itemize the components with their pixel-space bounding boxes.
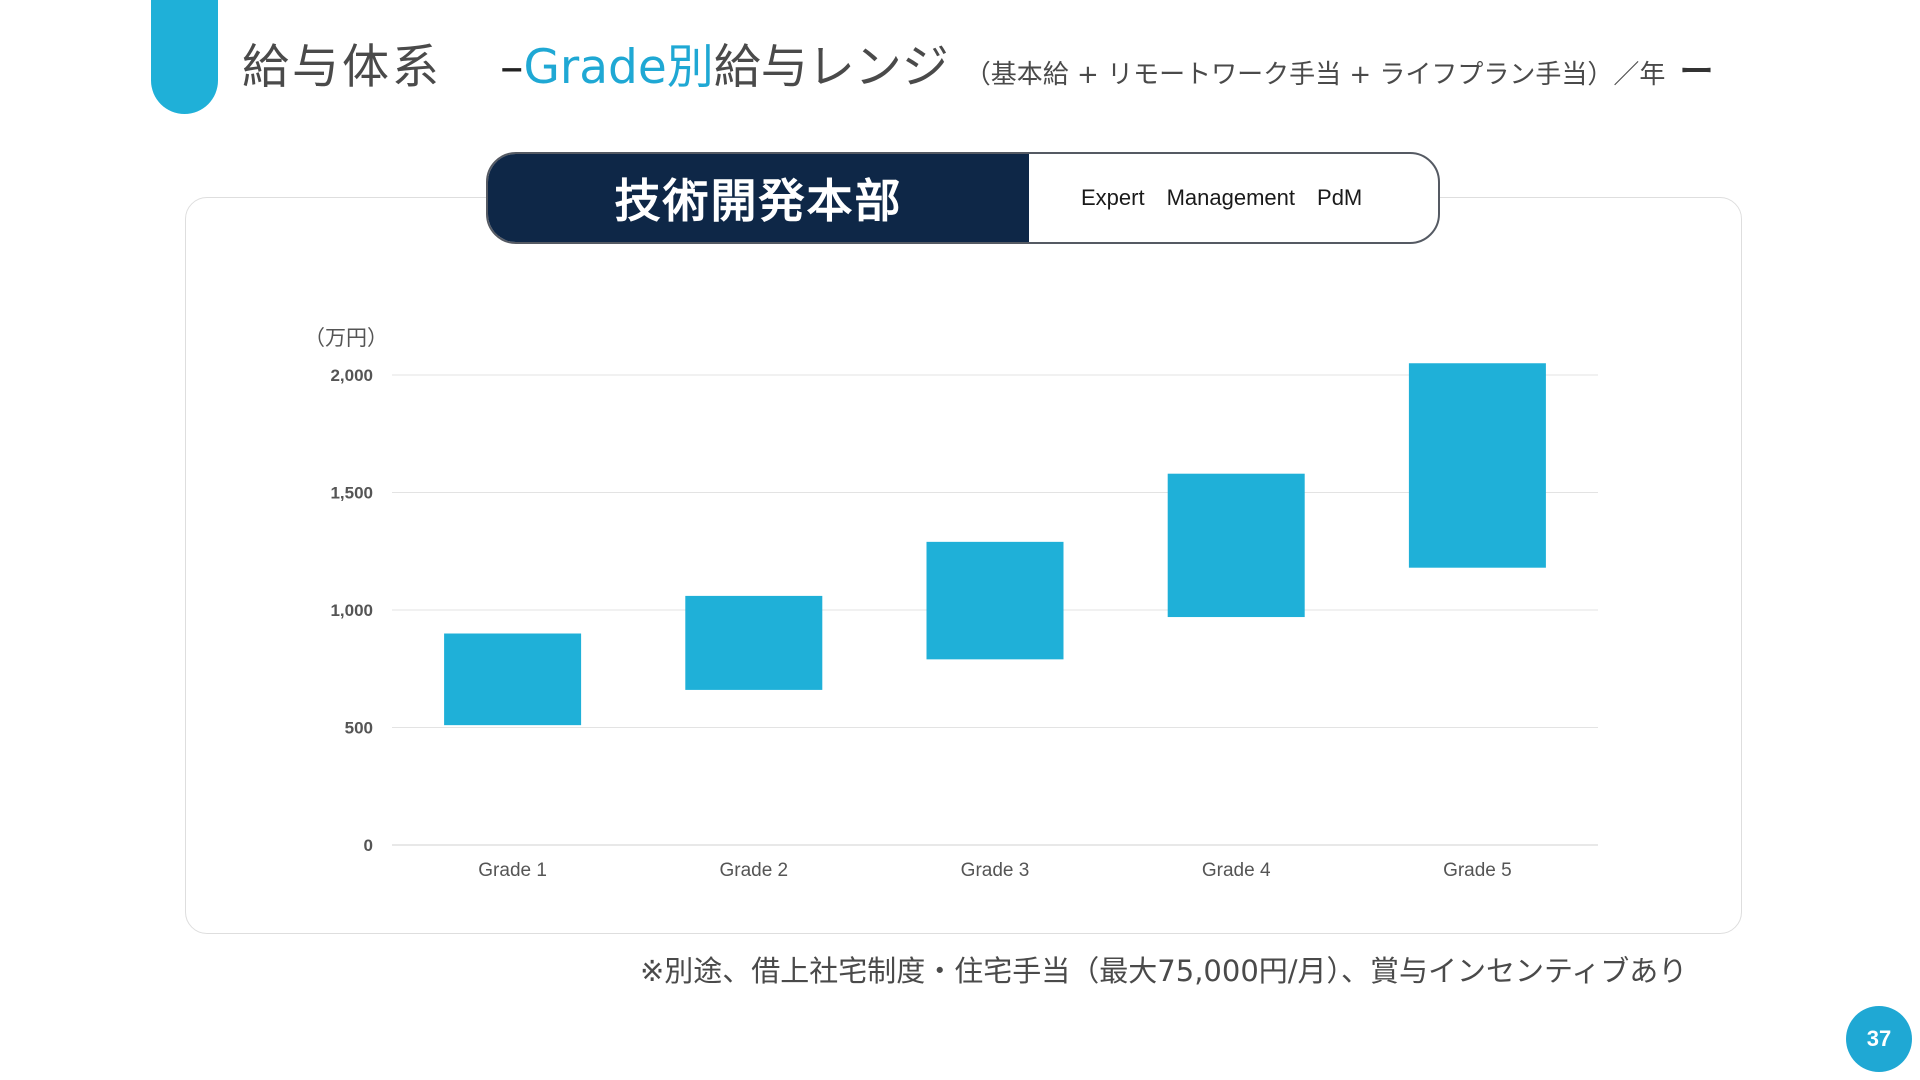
- department-roles: Expert Management PdM: [1029, 154, 1438, 242]
- department-pill: 技術開発本部 Expert Management PdM: [486, 152, 1440, 244]
- title-rest: 給与レンジ: [713, 40, 949, 95]
- y-tick-label: 0: [364, 836, 373, 855]
- role-label-expert: Expert: [1081, 185, 1145, 210]
- page-number-badge: 37: [1846, 1006, 1912, 1072]
- role-label-pdm: PdM: [1317, 185, 1363, 210]
- range-bar: [1408, 363, 1546, 568]
- range-bar: [685, 595, 823, 690]
- y-axis-unit-label: （万円）: [304, 326, 388, 350]
- title-accent-tab: [151, 0, 218, 114]
- footnote: ※別途、借上社宅制度・住宅手当（最大75,000円/月）、賞与インセンティブあり: [640, 954, 1688, 988]
- y-tick-label: 1,500: [330, 484, 373, 503]
- x-tick-label: Grade 3: [961, 860, 1030, 881]
- y-tick-label: 1,000: [330, 601, 373, 620]
- y-tick-label: 500: [345, 719, 373, 738]
- title-main: 給与体系: [242, 40, 442, 95]
- y-tick-label: 2,000: [330, 366, 373, 385]
- x-tick-label: Grade 5: [1443, 860, 1512, 881]
- x-tick-label: Grade 1: [478, 860, 547, 881]
- range-bar: [1167, 473, 1305, 618]
- title-dash: –: [500, 40, 524, 95]
- title-subtitle: （基本給 + リモートワーク手当 + ライフプラン手当）／年: [964, 60, 1666, 90]
- title-accent-text: Grade別: [523, 40, 714, 95]
- x-tick-label: Grade 2: [719, 860, 788, 881]
- x-tick-label: Grade 4: [1202, 860, 1271, 881]
- role-label-management: Management: [1166, 185, 1296, 210]
- page-title: 給与体系 – Grade別 給与レンジ （基本給 + リモートワーク手当 + ラ…: [242, 28, 1713, 108]
- department-name: 技術開発本部: [488, 154, 1029, 242]
- range-bar: [444, 633, 582, 726]
- range-bar: [926, 541, 1064, 660]
- title-end-dash: ー: [1679, 52, 1714, 92]
